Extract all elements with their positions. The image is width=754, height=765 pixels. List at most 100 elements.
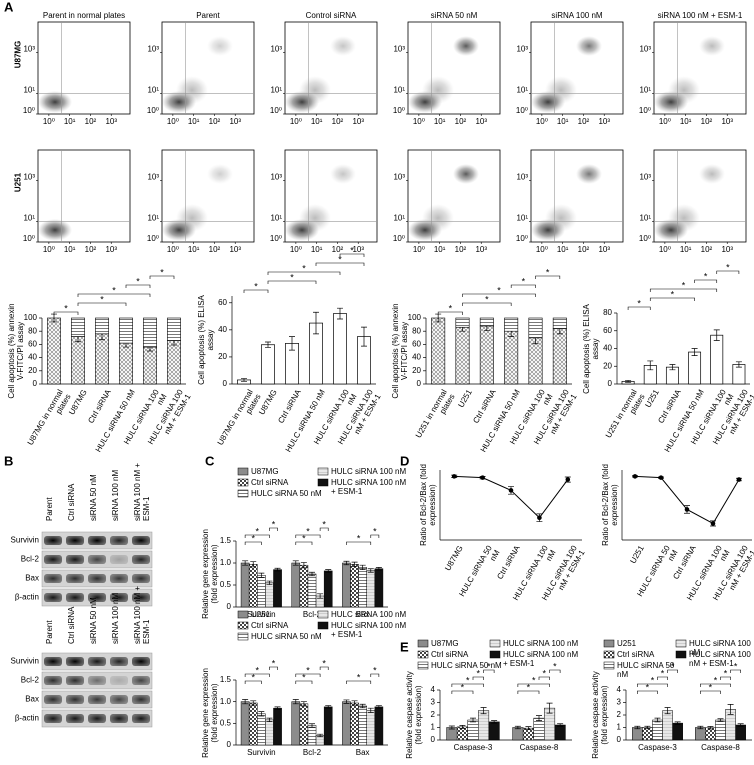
significance-star: * (682, 280, 686, 290)
x-tick-label: 10⁰ (290, 245, 302, 254)
error-bar (242, 560, 249, 566)
flow-plot: 10⁰ 10¹ 10² 10³ 10⁰ 10¹ 10³ (147, 149, 255, 254)
significance-bracket (267, 280, 317, 284)
y-tick-label: 80 (412, 326, 421, 335)
bar (350, 564, 359, 608)
significance-bracket (720, 676, 731, 680)
error-bar (459, 725, 466, 729)
cell-population (668, 76, 700, 104)
error-bar (250, 561, 257, 568)
error-bar (325, 705, 332, 709)
legend-swatch (675, 639, 687, 648)
bar (257, 713, 266, 746)
blot-band (44, 574, 62, 583)
y-tick-label: 60 (28, 340, 37, 349)
significance-star: * (100, 294, 104, 304)
blot-band (66, 555, 84, 564)
significance-bracket (319, 666, 329, 670)
legend-swatch (317, 478, 329, 487)
significance-bracket (269, 527, 278, 531)
y-tick-label: 10³ (393, 44, 405, 53)
significance-star: * (734, 661, 738, 671)
bar-segment (167, 317, 181, 341)
significance-bracket (346, 680, 372, 684)
cell-population (422, 76, 454, 104)
significance-bracket (462, 293, 536, 297)
significance-star: * (272, 658, 276, 668)
bar (248, 564, 258, 608)
y-tick-label: 0 (617, 735, 622, 744)
x-tick-label: 10² (455, 117, 467, 126)
bar (261, 344, 275, 385)
x-tick-label: 10² (332, 117, 344, 126)
x-tick-label: 10¹ (680, 245, 692, 254)
cell-population (207, 164, 233, 184)
flow-plot: 10⁰ 10¹ 10² 10³ 10⁰ 10¹ 10³ (393, 21, 501, 126)
significance-bracket (462, 302, 512, 306)
x-tick-label: Caspase-3 (454, 743, 493, 752)
bar-segment (47, 317, 61, 385)
blot-band (66, 536, 84, 545)
flow-plot: 10⁰ 10¹ 10² 10³ 10⁰ 10¹ 10³ (393, 149, 501, 254)
point (632, 474, 638, 479)
error-bar (480, 707, 487, 715)
y-tick-label: 80 (28, 326, 37, 335)
significance-bracket (315, 262, 365, 266)
x-tick-label: 10² (209, 245, 221, 254)
cell-population (422, 204, 454, 232)
significance-star: * (251, 533, 255, 543)
y-tick-label: 10³ (23, 172, 35, 181)
y-tick-label: 10³ (516, 172, 528, 181)
cell-population (207, 36, 233, 56)
y-tick-label: 0 (227, 602, 232, 611)
significance-bracket (637, 683, 668, 687)
x-tick-label: Bax (356, 610, 370, 619)
panel-label: C (205, 453, 215, 468)
blot-band (44, 593, 62, 602)
point (565, 477, 571, 482)
significance-star: * (256, 665, 260, 675)
y-tick-label: 10¹ (23, 86, 35, 95)
y-tick-label: 40 (603, 344, 612, 353)
y-tick-label: 0 (431, 735, 436, 744)
legend-swatch (237, 489, 249, 498)
y-tick-label: 0 (417, 379, 422, 388)
significance-star: * (251, 672, 255, 682)
y-tick-label: 10⁰ (23, 234, 35, 243)
bar-segment (479, 317, 494, 327)
y-tick-label: 100 (24, 313, 38, 322)
y-tick-label: 10¹ (393, 214, 405, 223)
significance-bracket (295, 680, 313, 684)
cell-population (453, 164, 479, 184)
y-tick-label: 10³ (270, 44, 282, 53)
blot-band (110, 536, 128, 545)
legend-swatch (417, 639, 429, 648)
error-bar (351, 700, 358, 706)
blot-row-label: Survivin (11, 536, 39, 545)
bar (446, 727, 458, 741)
x-tick-label: 10³ (721, 245, 733, 254)
error-bar (266, 717, 273, 722)
blot-band (44, 555, 62, 564)
bar (374, 568, 384, 608)
legend-swatch (417, 650, 429, 659)
error-bar (250, 700, 257, 706)
x-tick-label: 10⁰ (43, 245, 55, 254)
flow-plot: 10⁰ 10¹ 10² 10³ 10⁰ 10¹ 10³ (639, 21, 747, 126)
y-tick-label: 3 (617, 698, 622, 707)
point (508, 488, 514, 493)
significance-star: * (357, 533, 361, 543)
cell-population (545, 76, 577, 104)
cell-population (299, 76, 331, 104)
significance-bracket (649, 297, 695, 301)
blot-band (132, 536, 150, 545)
y-tick-label: 10³ (23, 44, 35, 53)
x-tick-label: 10¹ (188, 117, 200, 126)
blot-band (44, 695, 62, 704)
bar (265, 719, 274, 746)
y-tick-label: 20 (412, 366, 421, 375)
significance-bracket (346, 541, 372, 545)
x-tick-label: 10⁰ (659, 245, 671, 254)
flow-plot: 10⁰ 10¹ 10² 10³ 10⁰ 10¹ 10³ (516, 149, 624, 254)
